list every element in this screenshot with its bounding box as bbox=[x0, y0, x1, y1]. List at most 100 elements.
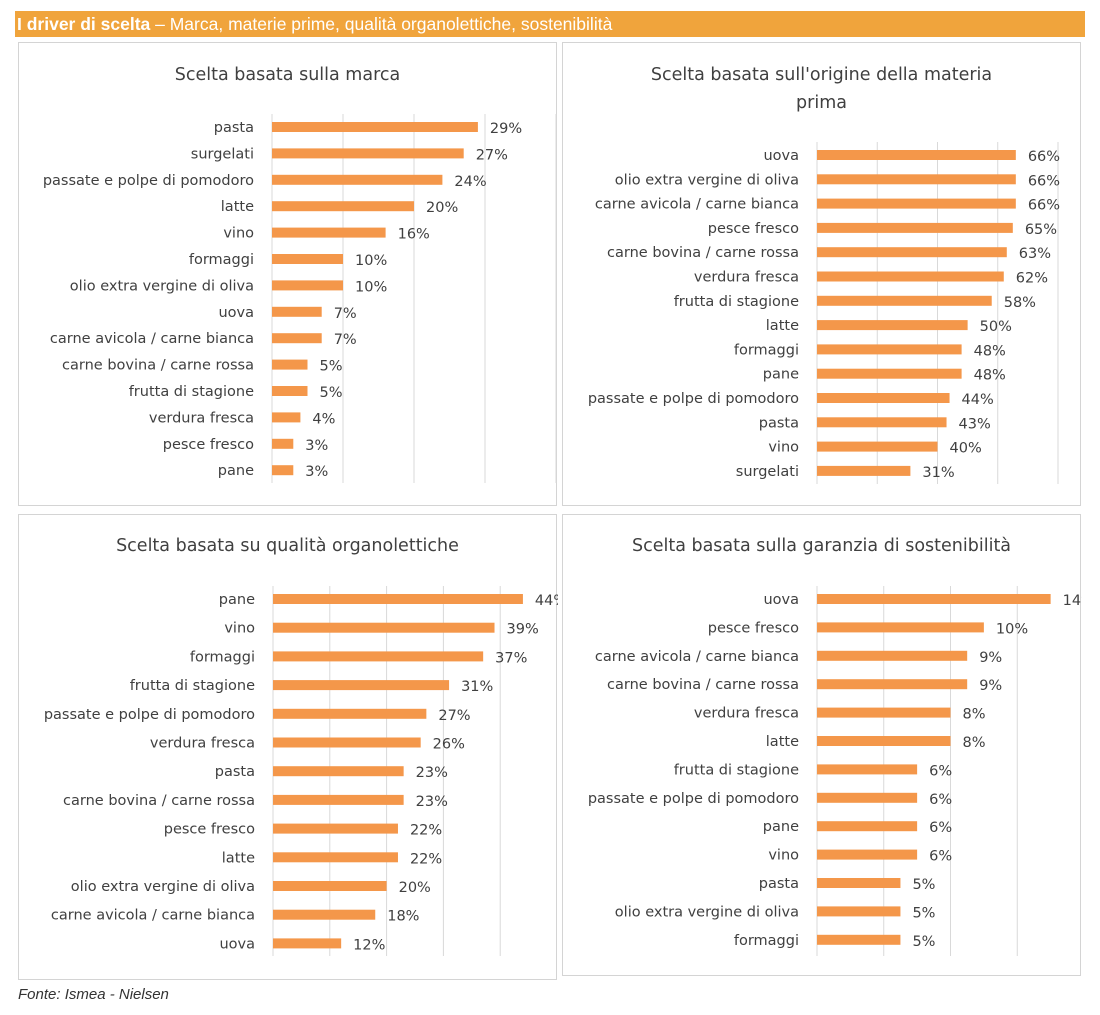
bar bbox=[273, 708, 427, 719]
category-label: pasta bbox=[215, 764, 255, 780]
value-label: 27% bbox=[476, 147, 508, 163]
bar bbox=[273, 766, 404, 777]
value-label: 22% bbox=[410, 823, 442, 839]
chart-panel-origine: Scelta basata sull'origine della materia… bbox=[562, 42, 1081, 506]
bar bbox=[817, 934, 901, 945]
chart-title: Scelta basata sull'origine della materia… bbox=[563, 61, 1080, 117]
value-label: 23% bbox=[416, 794, 448, 810]
value-label: 5% bbox=[912, 877, 935, 893]
bar bbox=[817, 906, 901, 917]
value-label: 29% bbox=[490, 121, 522, 137]
value-label: 8% bbox=[963, 735, 986, 751]
value-label: 7% bbox=[334, 306, 357, 322]
value-label: 18% bbox=[387, 909, 419, 925]
category-label: uova bbox=[763, 148, 799, 164]
value-label: 27% bbox=[438, 708, 470, 724]
category-label: olio extra vergine di oliva bbox=[615, 904, 799, 920]
category-label: frutta di stagione bbox=[674, 294, 799, 310]
bar bbox=[817, 650, 968, 661]
value-label: 12% bbox=[353, 937, 385, 953]
category-label: frutta di stagione bbox=[129, 384, 254, 400]
bar bbox=[817, 821, 918, 832]
category-label: passate e polpe di pomodoro bbox=[588, 391, 799, 407]
value-label: 43% bbox=[959, 416, 991, 432]
category-label: uova bbox=[218, 305, 254, 321]
category-label: frutta di stagione bbox=[130, 678, 255, 694]
bar-chart-organolettiche: pane 44% vino 39% formaggi 37% frutta di stagi… bbox=[44, 586, 558, 956]
category-label: pasta bbox=[759, 415, 799, 431]
bar bbox=[272, 333, 322, 344]
category-label: carne avicola / carne bianca bbox=[51, 908, 255, 924]
category-label: vino bbox=[223, 226, 254, 242]
category-label: carne bovina / carne rossa bbox=[607, 677, 799, 693]
category-label: pesce fresco bbox=[163, 437, 254, 453]
bar bbox=[273, 909, 376, 920]
value-label: 5% bbox=[912, 934, 935, 950]
category-label: verdura fresca bbox=[694, 270, 799, 286]
category-label: carne avicola / carne bianca bbox=[595, 197, 799, 213]
bar bbox=[273, 622, 495, 633]
bar bbox=[272, 122, 478, 132]
value-label: 37% bbox=[495, 650, 527, 666]
bar bbox=[817, 247, 1007, 258]
bar bbox=[273, 852, 398, 863]
bar bbox=[272, 386, 308, 396]
category-label: passate e polpe di pomodoro bbox=[44, 707, 255, 723]
bar bbox=[817, 222, 1013, 233]
value-label: 24% bbox=[454, 174, 486, 190]
bar-chart-sostenibilita: uova 14% pesce fresco 10% carne avicola / ca… bbox=[588, 586, 1082, 956]
bar bbox=[273, 651, 484, 662]
value-label: 39% bbox=[507, 622, 539, 638]
bar bbox=[272, 465, 294, 476]
bar bbox=[272, 306, 322, 317]
category-label: pesce fresco bbox=[164, 822, 255, 838]
value-label: 40% bbox=[950, 441, 982, 457]
category-label: olio extra vergine di oliva bbox=[70, 278, 254, 294]
category-label: surgelati bbox=[736, 464, 799, 480]
value-label: 44% bbox=[962, 392, 994, 408]
value-label: 6% bbox=[929, 792, 952, 808]
chart-title: Scelta basata sulla marca bbox=[19, 61, 556, 89]
value-label: 63% bbox=[1019, 246, 1051, 262]
bar bbox=[817, 622, 984, 633]
category-label: formaggi bbox=[734, 933, 799, 949]
value-label: 20% bbox=[399, 880, 431, 896]
value-label: 62% bbox=[1016, 271, 1048, 287]
category-label: carne bovina / carne rossa bbox=[607, 245, 799, 261]
category-label: pasta bbox=[214, 120, 254, 136]
bar bbox=[272, 412, 301, 423]
source-note: Fonte: Ismea - Nielsen bbox=[18, 986, 169, 1003]
category-label: frutta di stagione bbox=[674, 762, 799, 778]
value-label: 5% bbox=[912, 905, 935, 921]
category-label: carne avicola / carne bianca bbox=[50, 331, 254, 347]
category-label: carne bovina / carne rossa bbox=[63, 793, 255, 809]
category-label: vino bbox=[768, 440, 799, 456]
bar bbox=[817, 417, 947, 428]
category-label: pesce fresco bbox=[708, 221, 799, 237]
chart-panel-organolettiche: Scelta basata su qualità organolettiche … bbox=[18, 514, 558, 980]
value-label: 8% bbox=[963, 707, 986, 723]
bar-chart-marca: pasta 29% surgelati 27% passate e polpe di p… bbox=[43, 114, 557, 483]
bar bbox=[273, 823, 398, 834]
bar bbox=[817, 198, 1016, 209]
value-label: 10% bbox=[355, 253, 387, 269]
value-label: 66% bbox=[1028, 198, 1060, 214]
category-label: carne bovina / carne rossa bbox=[62, 358, 254, 374]
category-label: formaggi bbox=[190, 649, 255, 665]
category-label: verdura fresca bbox=[150, 736, 255, 752]
category-label: carne avicola / carne bianca bbox=[595, 649, 799, 665]
value-label: 5% bbox=[320, 385, 343, 401]
value-label: 66% bbox=[1028, 149, 1060, 165]
value-label: 6% bbox=[929, 849, 952, 865]
value-label: 58% bbox=[1004, 295, 1036, 311]
value-label: 3% bbox=[305, 438, 328, 454]
value-label: 5% bbox=[320, 359, 343, 375]
value-label: 48% bbox=[974, 343, 1006, 359]
bar bbox=[817, 393, 950, 403]
bar bbox=[817, 344, 962, 355]
value-label: 14% bbox=[1063, 593, 1082, 609]
bar bbox=[273, 794, 404, 805]
value-label: 6% bbox=[929, 763, 952, 779]
value-label: 7% bbox=[334, 332, 357, 348]
value-label: 65% bbox=[1025, 222, 1057, 238]
